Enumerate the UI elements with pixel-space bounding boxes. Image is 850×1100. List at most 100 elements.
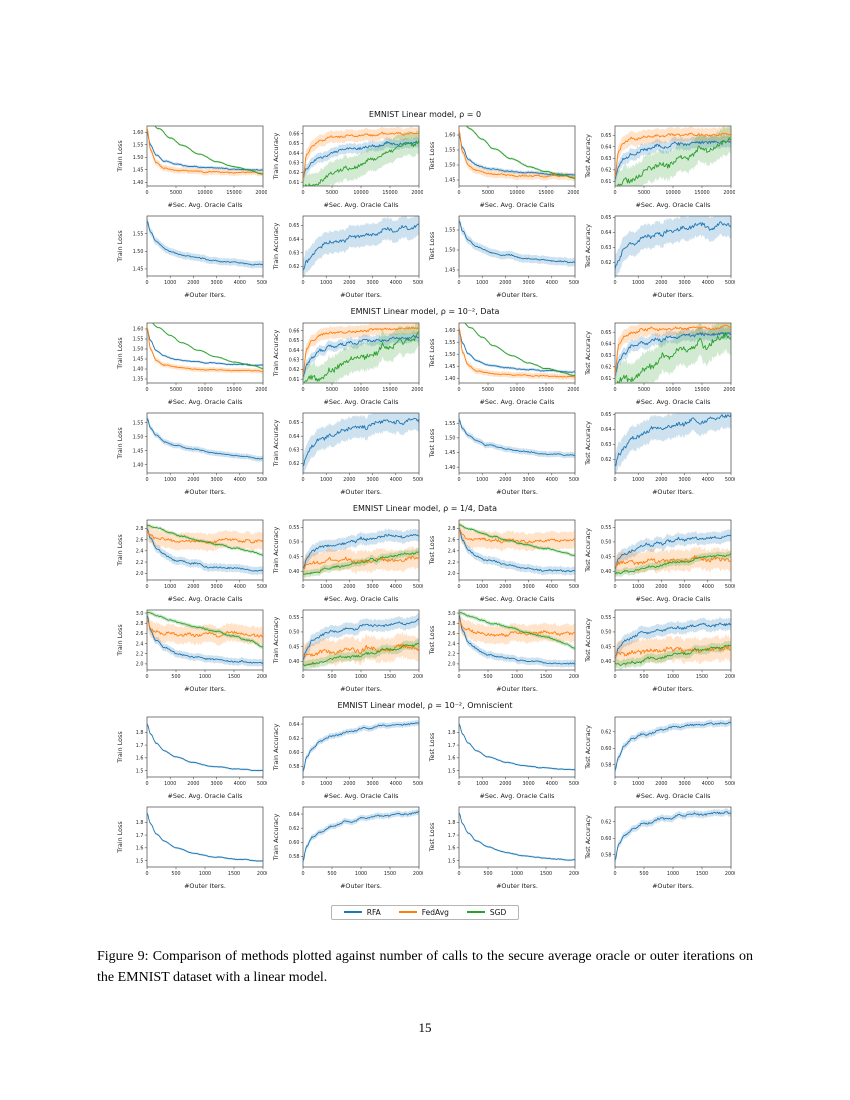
series-fedavg-line (615, 132, 731, 178)
svg-text:1000: 1000 (632, 280, 644, 286)
svg-text:0.50: 0.50 (289, 630, 300, 636)
svg-text:10000: 10000 (665, 387, 680, 393)
series-rfa-line (615, 221, 731, 270)
svg-text:0.66: 0.66 (289, 328, 300, 334)
x-ticks: 0 1000 2000 3000 4000 5000 (457, 473, 579, 483)
series-sgd-line (615, 644, 731, 666)
svg-text:1000: 1000 (164, 280, 176, 286)
series-rfa-line (147, 418, 263, 460)
svg-text:1.8: 1.8 (136, 820, 144, 826)
svg-text:3000: 3000 (366, 584, 378, 590)
svg-text:0.63: 0.63 (601, 156, 612, 162)
plot-frame (458, 609, 576, 671)
svg-text:15000: 15000 (382, 190, 397, 196)
svg-text:1000: 1000 (320, 477, 332, 483)
svg-text:3000: 3000 (522, 280, 534, 286)
x-ticks: 0 500 1000 1500 2000 (613, 670, 735, 680)
series-fedavg-band (147, 610, 263, 646)
x-axis-label: #Outer Iters. (340, 882, 382, 890)
svg-text:1.55: 1.55 (445, 421, 456, 427)
svg-text:500: 500 (639, 674, 648, 680)
svg-text:2000: 2000 (499, 781, 511, 787)
x-axis-label: #Outer Iters. (496, 291, 538, 299)
y-ticks: 1.40 1.45 1.50 1.55 (445, 421, 459, 471)
svg-text:2000: 2000 (655, 781, 667, 787)
svg-text:1.60: 1.60 (445, 328, 456, 334)
svg-text:3000: 3000 (210, 280, 222, 286)
x-axis-label: #Sec. Avg. Oracle Calls (480, 792, 556, 800)
svg-text:5000: 5000 (257, 781, 267, 787)
plot-frame (302, 125, 420, 187)
plot-row: 0 1000 2000 3000 4000 5000 1.40 1.45 1.50 1.55 #Ou… (111, 408, 739, 498)
series-group (147, 415, 263, 462)
svg-text:2.4: 2.4 (136, 549, 144, 555)
x-axis-label: #Sec. Avg. Oracle Calls (636, 398, 712, 406)
svg-text:1.8: 1.8 (448, 820, 456, 826)
series-rfa-line (615, 622, 731, 659)
svg-text:0.40: 0.40 (289, 569, 300, 575)
plot-frame (614, 412, 732, 474)
svg-text:0.50: 0.50 (289, 540, 300, 546)
series-rfa-line (147, 132, 263, 171)
svg-text:4000: 4000 (702, 477, 714, 483)
subplot-train-accuracy: 0 500 1000 1500 2000 0.40 0.45 0.50 0.55 #Outer I… (272, 609, 423, 693)
plot-frame (458, 412, 576, 474)
subplot-train-loss: 0 1000 2000 3000 4000 5000 1.45 1.50 1.55 #Outer … (116, 215, 267, 299)
svg-text:10000: 10000 (509, 190, 524, 196)
svg-text:2000: 2000 (413, 871, 423, 877)
svg-text:1000: 1000 (199, 674, 211, 680)
y-axis-label: Test Accuracy (584, 331, 592, 376)
svg-text:0: 0 (613, 674, 616, 680)
svg-text:2.0: 2.0 (136, 571, 144, 577)
svg-text:5000: 5000 (569, 280, 579, 286)
svg-text:3000: 3000 (366, 781, 378, 787)
series-rfa-line (459, 614, 575, 665)
svg-text:0.65: 0.65 (601, 133, 612, 139)
plot-row: 0 1000 2000 3000 4000 5000 1.5 1.6 1.7 1.8 #Sec. A… (111, 712, 739, 802)
plot-frame (614, 215, 732, 277)
series-rfa-line (147, 220, 263, 266)
svg-text:2000: 2000 (569, 674, 579, 680)
svg-text:1000: 1000 (476, 477, 488, 483)
svg-text:4000: 4000 (702, 280, 714, 286)
series-rfa-band (147, 722, 263, 772)
svg-text:0.61: 0.61 (289, 180, 300, 186)
series-rfa-line (303, 140, 419, 178)
svg-text:1.45: 1.45 (133, 448, 144, 454)
svg-text:1500: 1500 (696, 871, 708, 877)
series-rfa-line (303, 533, 419, 569)
subplot-test-accuracy: 0 1000 2000 3000 4000 5000 0.40 0.45 0.50 0.55 #Se… (584, 519, 735, 603)
x-ticks: 0 1000 2000 3000 4000 5000 (613, 473, 735, 483)
svg-text:5000: 5000 (413, 280, 423, 286)
svg-text:10000: 10000 (665, 190, 680, 196)
x-axis-label: #Sec. Avg. Oracle Calls (324, 792, 400, 800)
svg-text:4000: 4000 (390, 781, 402, 787)
svg-text:3000: 3000 (366, 280, 378, 286)
y-ticks: 0.62 0.63 0.64 0.65 (601, 412, 615, 463)
svg-text:2.2: 2.2 (136, 651, 144, 657)
x-ticks: 0 500 1000 1500 2000 (613, 867, 735, 877)
y-ticks: 1.40 1.45 1.50 1.55 (133, 420, 147, 468)
y-axis-label: Train Accuracy (272, 617, 280, 665)
svg-text:3000: 3000 (210, 477, 222, 483)
svg-text:0.63: 0.63 (601, 245, 612, 251)
svg-text:500: 500 (483, 871, 492, 877)
series-rfa-line (459, 220, 575, 264)
series-rfa-band (615, 529, 731, 576)
svg-text:0: 0 (301, 477, 304, 483)
svg-text:0: 0 (457, 280, 460, 286)
series-rfa-band (615, 413, 731, 473)
series-group (459, 521, 575, 576)
svg-text:4000: 4000 (234, 280, 246, 286)
series-sgd-line (459, 612, 575, 649)
series-group (303, 719, 419, 774)
svg-text:1000: 1000 (355, 674, 367, 680)
svg-text:0.40: 0.40 (601, 659, 612, 665)
series-rfa-line (615, 534, 731, 570)
svg-text:1000: 1000 (667, 871, 679, 877)
